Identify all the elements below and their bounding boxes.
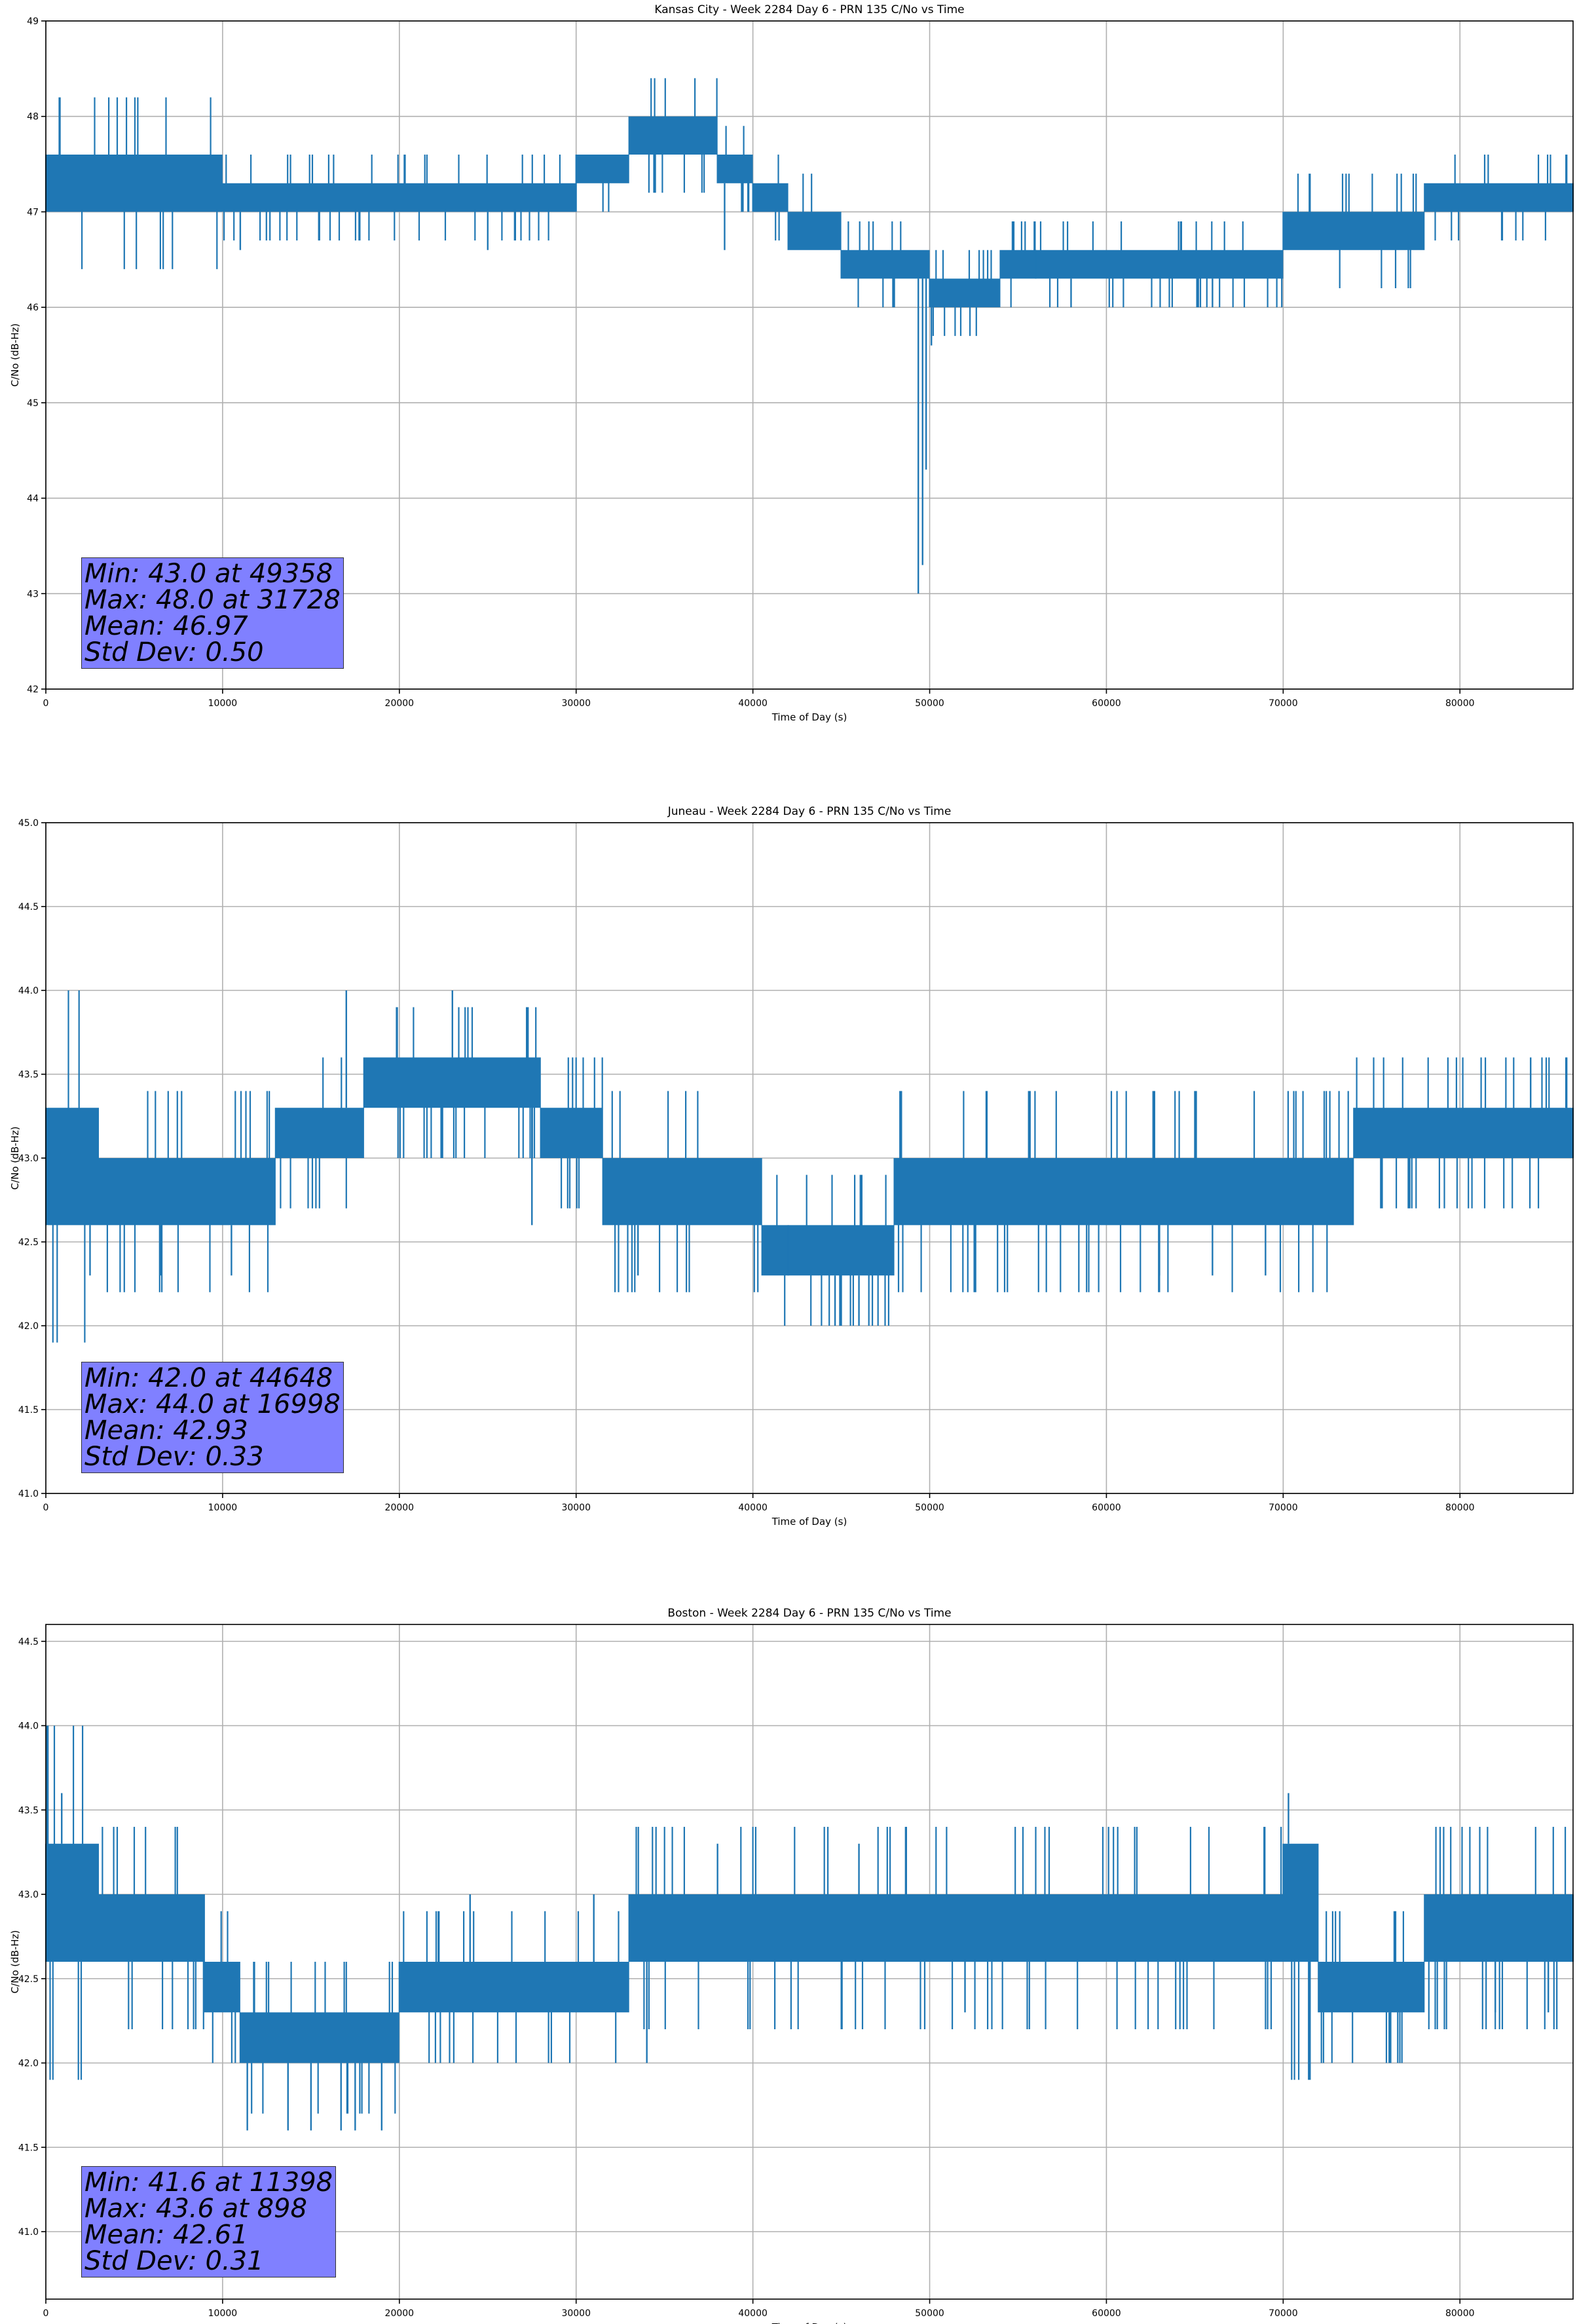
y-tick-label: 44 — [27, 494, 39, 504]
x-tick-label: 60000 — [1092, 698, 1121, 709]
x-tick-label: 40000 — [738, 698, 768, 709]
x-tick-label: 50000 — [915, 698, 944, 709]
x-axis-label: Time of Day (s) — [771, 2321, 847, 2324]
y-tick-label: 42.0 — [18, 1321, 39, 1332]
stats-box: Min: 43.0 at 49358 Max: 48.0 at 31728 Me… — [81, 557, 344, 669]
x-tick-label: 40000 — [738, 2308, 768, 2319]
y-tick-label: 46 — [27, 303, 39, 313]
y-tick-label: 43.5 — [18, 1805, 39, 1816]
y-tick-label: 44.0 — [18, 1721, 39, 1732]
x-tick-label: 80000 — [1445, 2308, 1475, 2319]
x-tick-label: 50000 — [915, 2308, 944, 2319]
y-tick-label: 48 — [27, 112, 39, 122]
stat-min: Min: 41.6 at 11398 — [84, 2167, 333, 2198]
chart-title: Boston - Week 2284 Day 6 - PRN 135 C/No … — [667, 1607, 951, 1620]
chart-title: Juneau - Week 2284 Day 6 - PRN 135 C/No … — [667, 805, 952, 818]
kansas-city-plot-panel: 0 10000 20000 30000 40000 50000 60000 70000 8000… — [0, 0, 1577, 776]
x-tick-label: 10000 — [208, 2308, 238, 2319]
y-axis-label: C/No (dB-Hz) — [9, 1127, 21, 1190]
y-tick-label: 49 — [27, 16, 39, 27]
x-tick-label: 0 — [43, 698, 49, 709]
stat-std-dev: Std Dev: 0.31 — [84, 2246, 264, 2276]
chart-title: Kansas City - Week 2284 Day 6 - PRN 135 … — [654, 3, 964, 16]
x-axis-label: Time of Day (s) — [771, 711, 847, 723]
x-tick-label: 0 — [43, 1503, 49, 1513]
y-tick-label: 43.0 — [18, 1890, 39, 1900]
cno-series-line — [45, 990, 1574, 1343]
stat-mean: Mean: 46.97 — [84, 611, 248, 641]
axes-frame — [45, 1624, 1574, 2300]
y-tick-label: 42.5 — [18, 1974, 39, 1985]
y-tick-label: 44.5 — [18, 902, 39, 912]
stats-box: Min: 42.0 at 44648 Max: 44.0 at 16998 Me… — [81, 1362, 344, 1473]
x-tick-label: 80000 — [1445, 1503, 1475, 1513]
x-tick-label: 30000 — [561, 698, 591, 709]
axes-frame — [45, 20, 1574, 690]
x-tick-label: 10000 — [208, 698, 238, 709]
x-tick-label: 50000 — [915, 1503, 944, 1513]
y-axis-label: C/No (dB-Hz) — [9, 324, 21, 387]
y-tick-label: 41.0 — [18, 2227, 39, 2238]
x-tick-label: 60000 — [1092, 2308, 1121, 2319]
y-tick-label: 47 — [27, 207, 39, 217]
y-tick-label: 42 — [27, 684, 39, 695]
x-tick-label: 30000 — [561, 1503, 591, 1513]
stat-max: Max: 44.0 at 16998 — [84, 1389, 341, 1419]
x-tick-label: 20000 — [385, 2308, 415, 2319]
boston-plot-panel: 0 10000 20000 30000 40000 50000 60000 70000 8000… — [0, 1551, 1577, 2324]
y-tick-label: 44.5 — [18, 1637, 39, 1647]
x-tick-label: 70000 — [1269, 1503, 1298, 1513]
y-tick-label: 43.0 — [18, 1153, 39, 1164]
x-tick-label: 20000 — [385, 1503, 415, 1513]
x-tick-label: 0 — [43, 2308, 49, 2319]
stat-max: Max: 43.6 at 898 — [84, 2194, 307, 2224]
y-tick-label: 42.0 — [18, 2059, 39, 2069]
x-axis-label: Time of Day (s) — [771, 1516, 847, 1527]
x-tick-label: 10000 — [208, 1503, 238, 1513]
stat-std-dev: Std Dev: 0.33 — [84, 1442, 264, 1472]
stats-box: Min: 41.6 at 11398 Max: 43.6 at 898 Mean… — [81, 2166, 337, 2277]
y-tick-label: 45 — [27, 398, 39, 409]
stat-mean: Mean: 42.93 — [84, 1415, 248, 1446]
x-tick-label: 80000 — [1445, 698, 1475, 709]
y-tick-label: 42.5 — [18, 1237, 39, 1248]
cno-series-line — [45, 1725, 1574, 2114]
y-tick-label: 45.0 — [18, 818, 39, 829]
y-axis-label: C/No (dB-Hz) — [9, 1930, 21, 1994]
y-tick-label: 41.5 — [18, 1405, 39, 1415]
y-tick-label: 44.0 — [18, 986, 39, 996]
juneau-plot-panel: 0 10000 20000 30000 40000 50000 60000 70000 8000… — [0, 776, 1577, 1551]
stat-min: Min: 43.0 at 49358 — [84, 559, 333, 589]
x-tick-label: 20000 — [385, 698, 415, 709]
stat-max: Max: 48.0 at 31728 — [84, 585, 341, 615]
juneau-cno-chart: 0 10000 20000 30000 40000 50000 60000 70000 8000… — [9, 805, 1574, 1527]
stat-mean: Mean: 42.61 — [84, 2220, 248, 2250]
x-tick-label: 70000 — [1269, 698, 1298, 709]
y-tick-label: 41.0 — [18, 1489, 39, 1499]
x-tick-label: 30000 — [561, 2308, 591, 2319]
stat-min: Min: 42.0 at 44648 — [84, 1363, 333, 1393]
x-tick-label: 40000 — [738, 1503, 768, 1513]
stat-std-dev: Std Dev: 0.50 — [84, 637, 264, 667]
y-tick-label: 41.5 — [18, 2143, 39, 2153]
y-tick-label: 43.5 — [18, 1070, 39, 1080]
y-tick-label: 43 — [27, 589, 39, 599]
boston-cno-chart: 0 10000 20000 30000 40000 50000 60000 70000 8000… — [9, 1607, 1574, 2324]
x-tick-label: 70000 — [1269, 2308, 1298, 2319]
x-tick-label: 60000 — [1092, 1503, 1121, 1513]
